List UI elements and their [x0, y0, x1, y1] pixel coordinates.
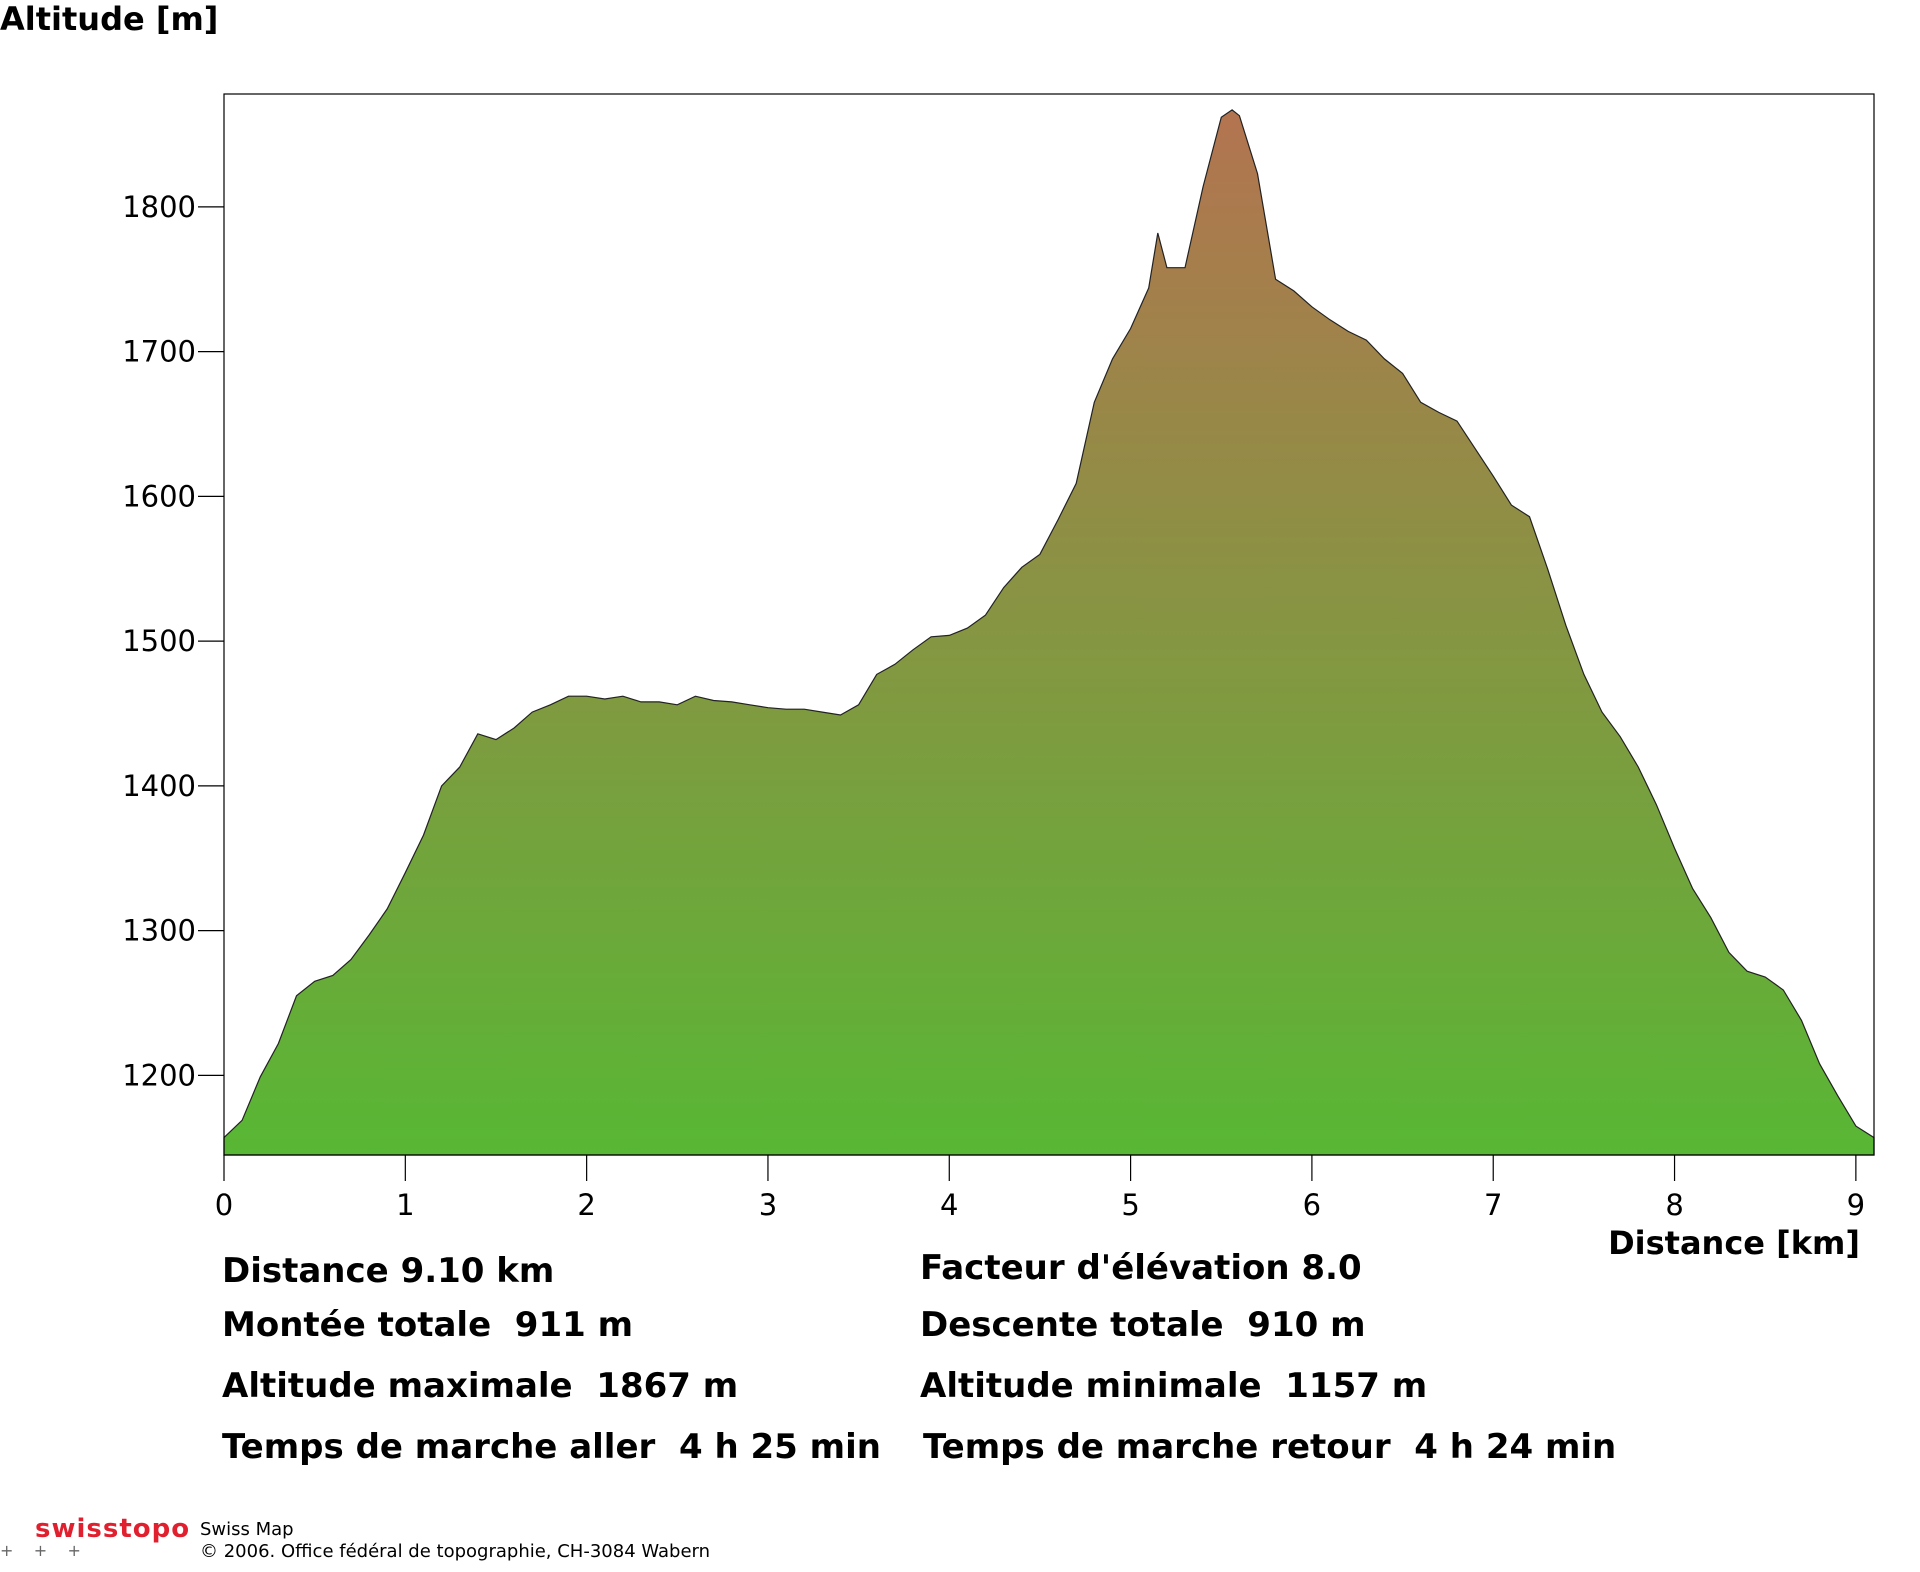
brand: swisstopo — [35, 1514, 190, 1544]
x-tick-label: 2 — [577, 1188, 595, 1222]
copyright: © 2006. Office fédéral de topographie, C… — [200, 1541, 710, 1562]
stat: Altitude minimale 1157 m — [920, 1366, 1427, 1406]
y-tick-label: 1800 — [122, 190, 196, 224]
y-axis-label: Altitude [m] — [0, 0, 218, 38]
x-axis-label: Distance [km] — [1608, 1224, 1860, 1262]
y-tick-label: 1300 — [122, 914, 196, 948]
product: Swiss Map — [200, 1519, 294, 1540]
stat: Descente totale 910 m — [920, 1305, 1366, 1345]
x-tick-label: 0 — [215, 1188, 233, 1222]
y-tick-label: 1700 — [122, 335, 196, 369]
y-tick-label: 1400 — [122, 769, 196, 803]
x-tick-label: 6 — [1303, 1188, 1321, 1222]
y-tick-label: 1500 — [122, 624, 196, 658]
x-tick-label: 9 — [1847, 1188, 1865, 1222]
decoration: + + + — [0, 1541, 81, 1560]
y-tick-label: 1200 — [122, 1058, 196, 1092]
x-tick-label: 8 — [1665, 1188, 1683, 1222]
plot-frame — [223, 93, 1875, 1156]
elevation-area — [223, 109, 1875, 1156]
stat: Temps de marche retour 4 h 24 min — [923, 1427, 1616, 1467]
stat: Altitude maximale 1867 m — [222, 1366, 738, 1406]
x-tick-label: 5 — [1121, 1188, 1139, 1222]
x-tick-label: 7 — [1484, 1188, 1502, 1222]
stat: Facteur d'élévation 8.0 — [920, 1248, 1362, 1288]
y-tick-label: 1600 — [122, 479, 196, 513]
x-tick-label: 1 — [396, 1188, 414, 1222]
stat: Temps de marche aller 4 h 25 min — [222, 1427, 881, 1467]
x-tick-label: 3 — [759, 1188, 777, 1222]
stat: Montée totale 911 m — [222, 1305, 633, 1345]
x-tick-label: 4 — [940, 1188, 958, 1222]
stat: Distance 9.10 km — [222, 1251, 554, 1291]
